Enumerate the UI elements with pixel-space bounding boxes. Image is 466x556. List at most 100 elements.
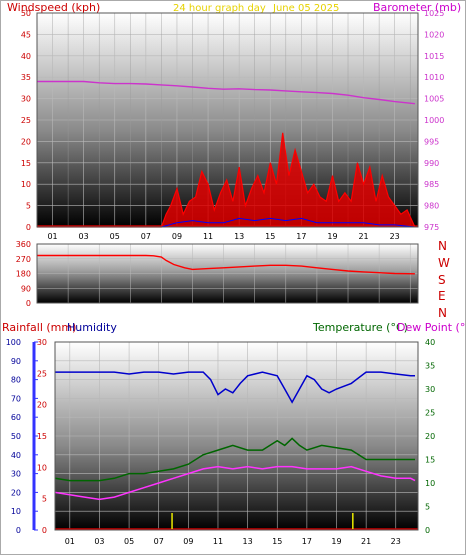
windspeed-tick-label: 10 [21,180,31,189]
hour-tick-label: 05 [110,232,120,241]
hour-tick-label: 17 [296,232,306,241]
direction-tick-label: 360 [16,240,31,249]
temperature-tick-label: 10 [425,479,435,488]
barometer-tick-label: 995 [424,137,439,146]
humidity-tick-label: 40 [11,451,21,460]
barometer-tick-label: 1000 [424,116,444,125]
hour-tick-label: 01 [47,232,57,241]
temperature-tick-label: 15 [425,456,435,465]
humidity-tick-label: 20 [11,488,21,497]
hour-tick-label: 19 [327,232,337,241]
barometer-tick-label: 975 [424,223,439,232]
barometer-tick-label: 1005 [424,95,444,104]
hour-tick-label: 17 [302,537,312,546]
wind-direction-frame [36,243,419,304]
direction-tick-label: 270 [16,255,31,264]
windspeed-tick-label: 25 [21,116,31,125]
temperature-series [54,371,418,530]
wind-direction-line [37,254,415,275]
temperature-axis-title: Temperature (°C) [312,321,408,334]
hour-tick-label: 03 [94,537,104,546]
hour-tick-label: 21 [361,537,371,546]
hour-tick-label: 01 [65,537,75,546]
rainfall-tick-label: 10 [37,463,47,472]
windspeed-area [37,132,415,227]
hour-tick-label: 09 [183,537,193,546]
barometer-tick-label: 990 [424,159,439,168]
hour-tick-label: 19 [331,537,341,546]
hour-tick-label: 13 [243,537,253,546]
hour-tick-label: 15 [265,232,275,241]
windspeed-ticks: 0 5 10 15 20 25 30 35 40 45 50 [21,9,31,232]
hour-ticks-bottom: 01 03 05 07 09 11 13 15 17 19 21 23 [65,537,401,546]
windspeed-tick-label: 0 [26,223,31,232]
direction-tick-label: 180 [16,270,31,279]
hour-tick-label: 07 [141,232,151,241]
compass-label-s: S [438,273,446,287]
windspeed-tick-label: 20 [21,137,31,146]
rainfall-ticks: 0 5 10 15 20 25 30 [37,338,47,535]
wind-barometer-frame [36,12,419,228]
temperature-tick-label: 5 [425,503,430,512]
graph-title: 24 hour graph day [173,3,266,14]
barometer-axis-title: Barometer (mb) [373,1,461,14]
humidity-line [55,371,415,404]
temperature-tick-label: 40 [425,338,435,347]
windspeed-tick-label: 15 [21,159,31,168]
hour-tick-label: 09 [172,232,182,241]
humidity-tick-label: 50 [11,432,21,441]
barometer-tick-label: 985 [424,180,439,189]
humidity-tick-label: 0 [16,526,21,535]
temperature-frame [54,341,419,531]
hour-tick-label: 07 [154,537,164,546]
hour-tick-label: 05 [124,537,134,546]
hour-tick-label: 23 [390,232,400,241]
compass-label-n: N [438,239,447,253]
hour-tick-label: 11 [203,232,213,241]
windspeed-tick-label: 50 [21,9,31,18]
wind-direction-ticks: 0 90 180 270 360 [16,240,31,308]
barometer-tick-label: 1020 [424,30,444,39]
windspeed-tick-label: 35 [21,73,31,82]
temperature-ticks: 0 5 10 15 20 25 30 35 40 [425,338,435,535]
dewpoint-axis-title: Dew Point (°C) [397,321,466,334]
hour-tick-label: 21 [358,232,368,241]
humidity-tick-label: 70 [11,394,21,403]
wind-barometer-series [37,80,418,228]
direction-tick-label: 90 [21,284,31,293]
rainfall-tick-label: 5 [42,495,47,504]
barometer-tick-label: 980 [424,202,439,211]
gust-line [37,217,415,228]
temperature-tick-label: 35 [425,362,435,371]
windspeed-tick-label: 5 [26,202,31,211]
humidity-tick-label: 90 [11,357,21,366]
wind-direction-series [37,254,415,275]
rainfall-tick-label: 20 [37,401,47,410]
hour-tick-label: 23 [391,537,401,546]
temperature-line [54,465,416,501]
dewpoint-line [54,437,415,482]
windspeed-line [37,132,416,228]
barometer-line [37,80,415,105]
compass-label-n: N [438,306,447,320]
direction-tick-label: 0 [26,299,31,308]
barometer-ticks: 975 980 985 990 995 1000 1005 1010 1015 1020 1025 [424,9,444,232]
hour-tick-label: 11 [213,537,223,546]
hour-ticks-top: 01 03 05 07 09 11 13 15 17 19 21 23 [47,232,399,241]
hour-tick-label: 15 [272,537,282,546]
compass-label-e: E [438,289,446,303]
rainfall-axis-title: Rainfall (mm) [2,321,76,334]
windspeed-tick-label: 45 [21,30,31,39]
hour-tick-label: 13 [234,232,244,241]
windspeed-tick-label: 30 [21,95,31,104]
temperature-tick-label: 20 [425,432,435,441]
barometer-tick-label: 1025 [424,9,444,18]
temperature-tick-label: 0 [425,526,430,535]
barometer-tick-label: 1015 [424,52,444,61]
humidity-tick-label: 30 [11,470,21,479]
rainfall-tick-label: 15 [37,432,47,441]
humidity-tick-label: 100 [6,338,21,347]
